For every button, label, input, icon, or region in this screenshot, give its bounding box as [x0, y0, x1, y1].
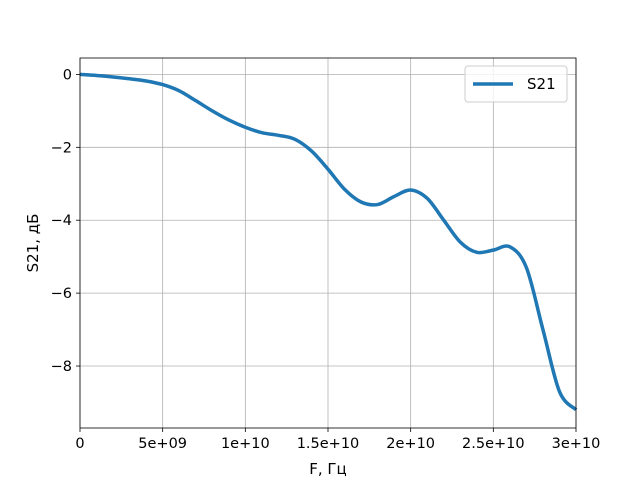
y-axis-label: S21, дБ	[24, 214, 42, 273]
x-axis-label: F, Гц	[309, 460, 347, 478]
x-tick-label: 1.5e+10	[297, 436, 360, 452]
x-axis-ticks: 0 5e+09 1e+10 1.5e+10 2e+10 2.5e+10 3e+10	[75, 428, 600, 452]
y-tick-label: −6	[51, 286, 72, 302]
plot-frame	[79, 57, 577, 429]
y-axis-ticks: 0 −2 −4 −6 −8	[51, 67, 80, 375]
y-tick-label: −4	[51, 213, 72, 229]
legend-label-s21: S21	[527, 75, 556, 93]
x-tick-label: 5e+09	[138, 436, 187, 452]
y-tick-label: −2	[51, 140, 72, 156]
x-tick-label: 3e+10	[552, 436, 601, 452]
legend-box	[464, 65, 568, 103]
x-tick-label: 1e+10	[221, 436, 270, 452]
legend: S21	[464, 65, 568, 103]
x-tick-label: 2e+10	[386, 436, 435, 452]
y-tick-label: 0	[63, 67, 72, 83]
x-tick-label: 2.5e+10	[462, 436, 525, 452]
y-tick-label: −8	[51, 359, 72, 375]
grid	[79, 58, 577, 428]
x-tick-label: 0	[75, 436, 84, 452]
series-line-s21	[79, 72, 578, 412]
series-layer	[79, 72, 578, 412]
